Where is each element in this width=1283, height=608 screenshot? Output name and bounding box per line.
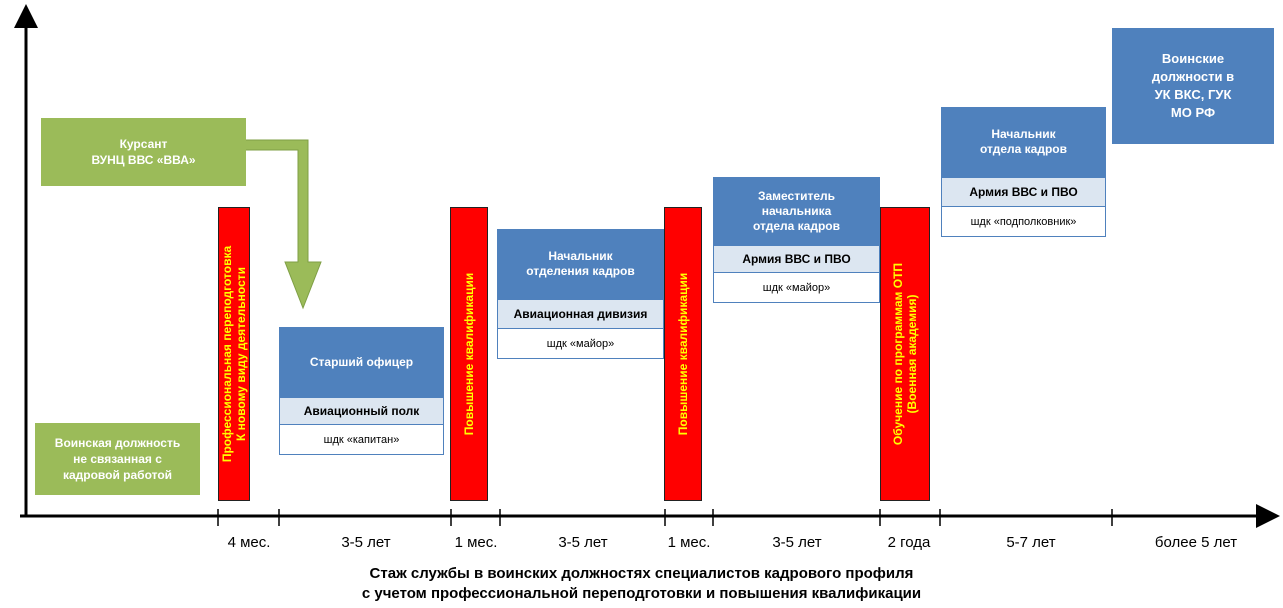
training-bar-line1: Повышение квалификации <box>462 272 476 436</box>
training-bar-qualification-2: Повышение квалификации <box>664 207 702 501</box>
training-bar-retraining: Профессиональная переподготовка К новому… <box>218 207 250 501</box>
position-rank: шдк «майор» <box>497 329 664 359</box>
cadet-arrow <box>244 139 322 310</box>
position-title: Начальник отдела кадров <box>941 107 1106 177</box>
training-bar-academy: Обучение по программам ОТП (Военная акад… <box>880 207 930 501</box>
cadet-box: Курсант ВУНЦ ВВС «ВВА» <box>41 118 246 186</box>
position-card-4: Начальник отдела кадров Армия ВВС и ПВО … <box>941 107 1106 237</box>
training-bar-line1: Профессиональная переподготовка <box>220 245 234 463</box>
caption-line1: Стаж службы в воинских должностях специа… <box>369 565 914 582</box>
position-card-3: Заместитель начальника отдела кадров Арм… <box>713 177 880 303</box>
axis-label: 4 мес. <box>227 534 271 551</box>
axis-label: 3-5 лет <box>558 534 608 551</box>
axis-label: 3-5 лет <box>341 534 391 551</box>
position-rank: шдк «майор» <box>713 273 880 303</box>
position-card-2: Начальник отделения кадров Авиационная д… <box>497 229 664 359</box>
axis-label: 3-5 лет <box>772 534 822 551</box>
y-axis-arrow <box>14 4 38 28</box>
training-bar-line2: К новому виду деятельности <box>234 266 248 442</box>
axis-ticks <box>217 509 1113 526</box>
axis-label: более 5 лет <box>1154 534 1238 551</box>
axis-label: 2 года <box>887 534 931 551</box>
start-position-text: Воинская должность не связанная с кадров… <box>54 436 181 482</box>
position-title: Заместитель начальника отдела кадров <box>713 177 880 245</box>
cadet-line1: Курсант <box>119 137 168 151</box>
axis-label: 1 мес. <box>667 534 711 551</box>
position-rank: шдк «подполковник» <box>941 207 1106 237</box>
top-positions-box: Воинские должности в УК ВКС, ГУК МО РФ <box>1112 28 1274 144</box>
axis-label: 1 мес. <box>454 534 498 551</box>
training-bar-line1: Повышение квалификации <box>676 272 690 436</box>
position-card-1: Старший офицер Авиационный полк шдк «кап… <box>279 327 444 455</box>
position-rank: шдк «капитан» <box>279 425 444 455</box>
position-unit: Авиационная дивизия <box>497 299 664 329</box>
training-bar-line1: Обучение по программам ОТП <box>891 262 905 446</box>
position-title: Старший офицер <box>279 327 444 397</box>
position-unit: Армия ВВС и ПВО <box>713 245 880 273</box>
position-title: Начальник отделения кадров <box>497 229 664 299</box>
position-unit: Армия ВВС и ПВО <box>941 177 1106 207</box>
position-unit: Авиационный полк <box>279 397 444 425</box>
start-position-box: Воинская должность не связанная с кадров… <box>35 423 200 495</box>
axis-label: 5-7 лет <box>1006 534 1056 551</box>
x-axis-arrow <box>1256 504 1280 528</box>
training-bar-line2: (Военная академия) <box>905 294 919 414</box>
cadet-line2: ВУНЦ ВВС «ВВА» <box>91 153 196 167</box>
caption-line2: с учетом профессиональной переподготовки… <box>361 585 922 602</box>
training-bar-qualification-1: Повышение квалификации <box>450 207 488 501</box>
